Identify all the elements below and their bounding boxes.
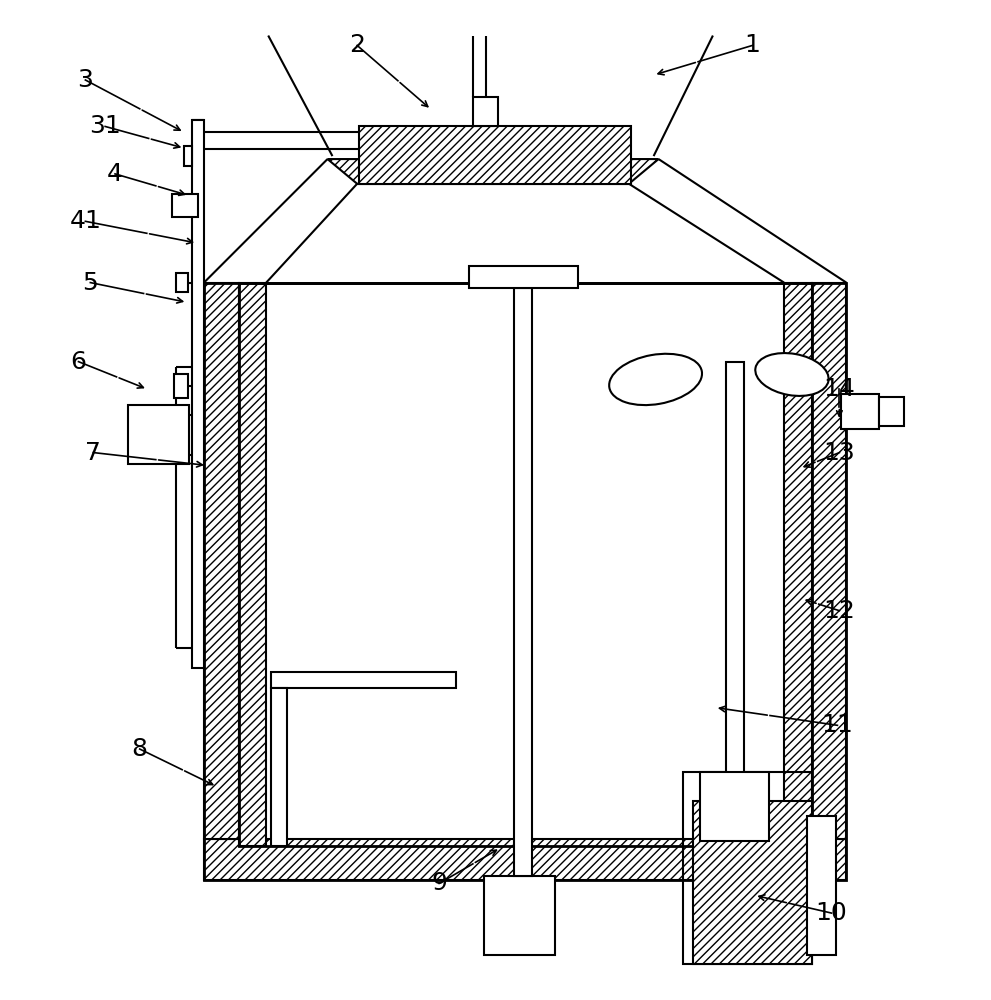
Bar <box>272 672 456 688</box>
Text: 1: 1 <box>744 33 760 57</box>
Bar <box>176 273 188 292</box>
Text: 8: 8 <box>132 737 148 761</box>
Polygon shape <box>327 159 659 184</box>
Bar <box>272 688 287 846</box>
Text: 3: 3 <box>77 68 93 92</box>
Bar <box>683 772 812 964</box>
Bar <box>239 283 267 846</box>
Bar <box>469 266 578 288</box>
Text: 4: 4 <box>107 162 123 186</box>
Bar <box>693 801 812 964</box>
Text: 41: 41 <box>69 209 101 233</box>
Text: 10: 10 <box>816 901 847 925</box>
Text: 7: 7 <box>85 441 101 465</box>
Bar <box>192 120 204 668</box>
Bar <box>128 405 189 464</box>
Bar <box>474 97 497 126</box>
Ellipse shape <box>609 354 702 405</box>
Text: 5: 5 <box>82 271 98 295</box>
Bar <box>359 126 631 184</box>
Text: 11: 11 <box>822 713 853 737</box>
Bar <box>812 283 846 839</box>
Bar <box>879 397 904 426</box>
Bar <box>239 283 812 846</box>
Text: 12: 12 <box>824 599 855 623</box>
Bar <box>204 839 846 880</box>
Text: 2: 2 <box>349 33 365 57</box>
Bar <box>484 876 555 955</box>
Bar <box>725 362 743 801</box>
Text: 6: 6 <box>70 350 86 374</box>
Text: 13: 13 <box>824 441 855 465</box>
Bar <box>184 146 192 166</box>
Bar <box>204 283 239 839</box>
Bar <box>700 772 769 841</box>
Text: 9: 9 <box>431 871 447 895</box>
Bar <box>172 194 198 217</box>
Bar <box>514 288 532 876</box>
Bar <box>784 283 812 846</box>
Text: 31: 31 <box>89 114 121 138</box>
Bar <box>807 816 836 955</box>
Bar <box>841 394 879 429</box>
Text: 14: 14 <box>824 377 855 401</box>
Bar <box>174 374 188 398</box>
Ellipse shape <box>755 353 828 396</box>
Bar <box>204 283 846 880</box>
